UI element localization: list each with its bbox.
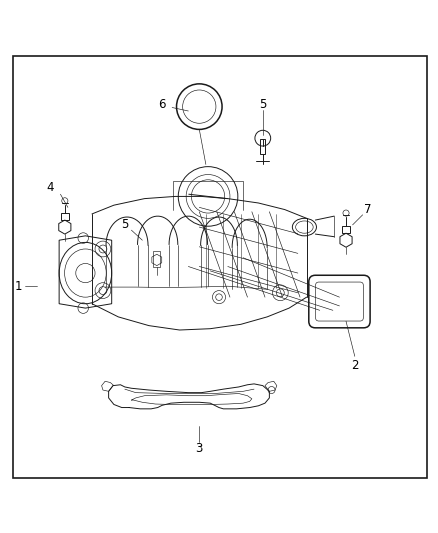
Text: 3: 3 bbox=[196, 442, 203, 455]
Text: 1: 1 bbox=[14, 280, 22, 293]
Text: 6: 6 bbox=[158, 98, 166, 111]
Text: 7: 7 bbox=[364, 203, 372, 216]
Text: 5: 5 bbox=[259, 98, 266, 111]
Text: 4: 4 bbox=[46, 181, 54, 194]
Text: 5: 5 bbox=[121, 219, 128, 231]
Text: 2: 2 bbox=[351, 359, 359, 372]
